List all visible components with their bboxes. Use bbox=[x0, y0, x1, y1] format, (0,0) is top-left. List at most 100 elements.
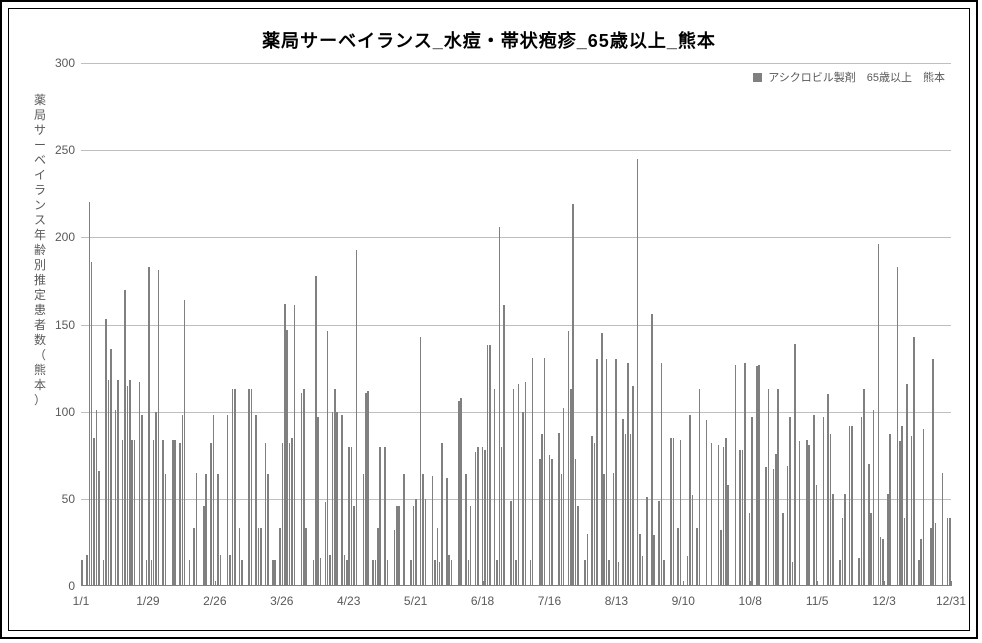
grid-line bbox=[81, 412, 951, 413]
bar bbox=[363, 474, 365, 586]
bar bbox=[103, 560, 105, 586]
bar bbox=[336, 412, 338, 586]
x-tick-label: 9/10 bbox=[672, 594, 695, 608]
bar bbox=[839, 560, 841, 586]
bar bbox=[751, 417, 753, 586]
bar bbox=[484, 450, 486, 586]
bar bbox=[868, 464, 870, 586]
bar bbox=[141, 415, 143, 586]
bar bbox=[134, 440, 136, 586]
bar bbox=[949, 518, 951, 586]
bar bbox=[127, 386, 129, 586]
bar bbox=[420, 337, 422, 586]
bar bbox=[274, 560, 276, 586]
bar bbox=[525, 382, 527, 586]
bar bbox=[415, 499, 417, 586]
bar bbox=[279, 528, 281, 586]
bar bbox=[265, 443, 267, 586]
bar bbox=[887, 494, 889, 586]
bar bbox=[117, 380, 119, 586]
bar bbox=[220, 555, 222, 586]
bar bbox=[229, 555, 231, 586]
bar bbox=[651, 314, 653, 586]
bar bbox=[367, 391, 369, 586]
bar bbox=[906, 384, 908, 586]
bar bbox=[727, 485, 729, 586]
bar bbox=[725, 438, 727, 586]
bar bbox=[148, 267, 150, 586]
bar bbox=[849, 426, 851, 586]
plot-area-wrapper: アシクロビル製剤 65歳以上 熊本 050100150200250300 1/1… bbox=[81, 63, 951, 586]
bar bbox=[165, 474, 167, 586]
bar bbox=[782, 513, 784, 586]
bar bbox=[260, 528, 262, 586]
bar bbox=[434, 560, 436, 586]
bar bbox=[532, 358, 534, 586]
bar bbox=[587, 534, 589, 586]
bar bbox=[591, 436, 593, 586]
bar bbox=[870, 513, 872, 586]
bar bbox=[899, 441, 901, 586]
bar bbox=[615, 359, 617, 586]
bar bbox=[618, 562, 620, 586]
bar bbox=[873, 410, 875, 586]
bar bbox=[882, 539, 884, 586]
bar bbox=[93, 438, 95, 586]
bar bbox=[108, 380, 110, 586]
bar bbox=[911, 436, 913, 586]
bar bbox=[777, 389, 779, 586]
bar bbox=[146, 560, 148, 586]
bar bbox=[162, 440, 164, 586]
bar bbox=[630, 434, 632, 586]
bar bbox=[918, 560, 920, 586]
bar bbox=[255, 415, 257, 586]
x-tick-label: 10/8 bbox=[739, 594, 762, 608]
bar bbox=[353, 506, 355, 586]
bar bbox=[637, 159, 639, 586]
bar bbox=[398, 506, 400, 586]
legend: アシクロビル製剤 65歳以上 熊本 bbox=[753, 69, 945, 85]
bar bbox=[499, 227, 501, 586]
bar bbox=[158, 270, 160, 586]
bar bbox=[568, 331, 570, 586]
bar bbox=[172, 440, 174, 586]
bar bbox=[577, 506, 579, 586]
x-tick-label: 12/31 bbox=[936, 594, 966, 608]
bar bbox=[213, 415, 215, 586]
bar bbox=[808, 445, 810, 586]
x-tick-label: 4/23 bbox=[337, 594, 360, 608]
bar bbox=[239, 528, 241, 586]
bar bbox=[561, 474, 563, 586]
bar bbox=[189, 560, 191, 586]
bar bbox=[932, 359, 934, 586]
bar bbox=[305, 528, 307, 586]
bar bbox=[861, 417, 863, 586]
x-tick-mark bbox=[683, 581, 684, 586]
bar bbox=[749, 513, 751, 586]
bar bbox=[680, 440, 682, 586]
bar bbox=[594, 443, 596, 586]
bar bbox=[913, 337, 915, 586]
y-tick-label: 200 bbox=[35, 230, 75, 244]
bar bbox=[91, 262, 93, 586]
y-tick-label: 300 bbox=[35, 56, 75, 70]
bar bbox=[413, 506, 415, 586]
bar bbox=[606, 359, 608, 586]
chart-title: 薬局サーベイランス_水痘・帯状疱疹_65歳以上_熊本 bbox=[9, 27, 969, 53]
bar bbox=[129, 380, 131, 586]
bar bbox=[823, 417, 825, 586]
bar bbox=[622, 419, 624, 586]
bar bbox=[487, 345, 489, 586]
bar bbox=[661, 363, 663, 586]
bar bbox=[437, 528, 439, 586]
bar bbox=[441, 443, 443, 586]
bar bbox=[465, 474, 467, 586]
bar bbox=[284, 304, 286, 586]
bar bbox=[711, 443, 713, 586]
y-tick-label: 150 bbox=[35, 318, 75, 332]
bar bbox=[897, 267, 899, 586]
bar bbox=[515, 560, 517, 586]
y-tick-label: 50 bbox=[35, 492, 75, 506]
bar bbox=[258, 528, 260, 586]
bar bbox=[792, 562, 794, 586]
